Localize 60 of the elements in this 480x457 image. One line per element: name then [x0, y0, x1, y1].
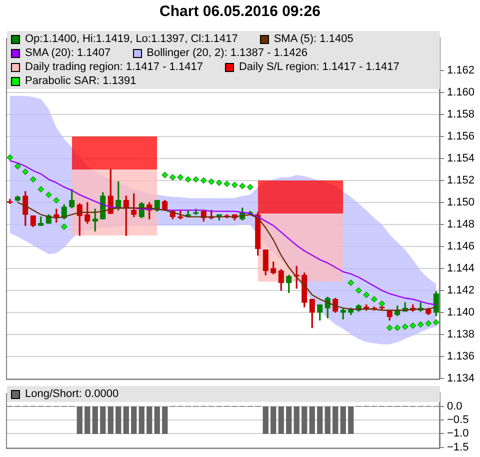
- point: [410, 322, 416, 329]
- y-tick-label: 1.144: [447, 262, 475, 274]
- legend-label: Parabolic SAR: 1.1391: [25, 74, 136, 88]
- point: [185, 176, 192, 183]
- y-tick-label: 0.0: [447, 400, 462, 412]
- point: [170, 174, 176, 180]
- point: [371, 296, 378, 302]
- point: [200, 177, 207, 184]
- point: [394, 324, 400, 331]
- point: [232, 182, 238, 188]
- point: [208, 178, 214, 185]
- point: [356, 287, 362, 294]
- y-tick-label: 1.160: [447, 86, 475, 99]
- point: [46, 192, 52, 198]
- point: [224, 180, 230, 187]
- point: [53, 197, 60, 204]
- point: [425, 320, 432, 327]
- y-tick-label: −1.0: [447, 428, 469, 440]
- y-tick-label: 1.136: [447, 350, 475, 362]
- point: [30, 176, 36, 183]
- point: [378, 300, 385, 307]
- point: [363, 292, 370, 298]
- point: [162, 172, 168, 178]
- point: [216, 180, 222, 186]
- legend-label: Daily trading region: 1.1417 - 1.1417: [25, 60, 203, 74]
- point: [402, 324, 408, 330]
- point: [38, 186, 44, 192]
- point: [386, 324, 393, 331]
- y-tick-label: 1.146: [447, 240, 475, 253]
- point: [239, 182, 246, 190]
- y-tick-label: 1.154: [447, 152, 475, 165]
- point: [6, 154, 13, 161]
- legend-label: Long/Short: 0.0000: [25, 387, 119, 401]
- point: [177, 174, 184, 180]
- point: [14, 163, 21, 170]
- point: [247, 184, 254, 190]
- legend-label: Bollinger (20, 2): 1.1387 - 1.1426: [146, 46, 308, 60]
- y-tick-label: 1.138: [447, 328, 475, 340]
- y-tick-label: −1.5: [447, 441, 469, 454]
- y-tick-label: 1.152: [447, 174, 475, 187]
- point: [418, 321, 424, 328]
- y-tick-label: 1.162: [447, 64, 475, 77]
- legend-label: Daily S/L region: 1.1417 - 1.1417: [238, 60, 400, 74]
- legend-label: SMA (20): 1.1407: [25, 46, 111, 60]
- y-tick-label: 1.158: [447, 108, 475, 121]
- legend-label: Op:1.1400, Hi:1.1419, Lo:1.1397, Cl:1.1417: [25, 32, 238, 46]
- chart-title: Chart 06.05.2016 09:26: [158, 3, 322, 20]
- y-tick-label: 1.142: [447, 284, 475, 296]
- point: [22, 168, 28, 175]
- point: [348, 280, 354, 286]
- point: [61, 224, 68, 230]
- point: [433, 319, 440, 326]
- y-tick-label: 1.140: [447, 306, 475, 318]
- y-tick-label: 1.148: [447, 218, 475, 231]
- y-tick-label: −0.5: [447, 414, 469, 426]
- point: [192, 176, 199, 183]
- y-tick-label: 1.156: [447, 130, 475, 143]
- legend-label: SMA (5): 1.1405: [274, 32, 354, 46]
- y-tick-label: 1.134: [447, 372, 475, 384]
- y-tick-label: 1.150: [447, 196, 475, 209]
